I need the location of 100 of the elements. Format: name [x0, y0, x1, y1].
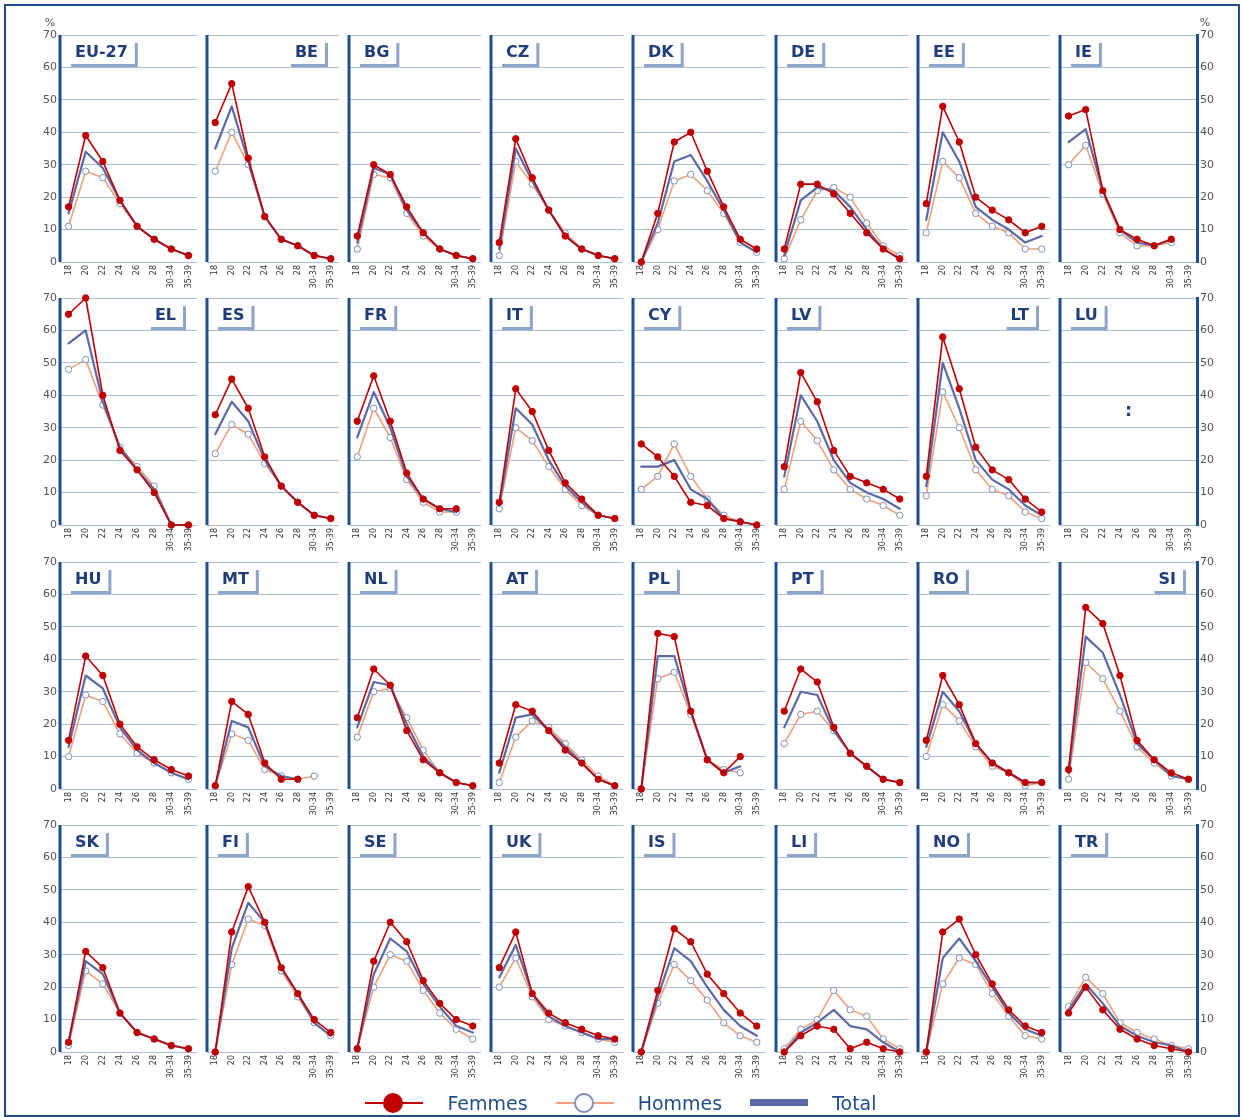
x-tick-label: 20 — [80, 265, 90, 276]
x-tick-label: 28 — [292, 528, 302, 539]
text: CZ — [506, 42, 530, 62]
y-tick-label: 50 — [1199, 92, 1214, 106]
x-tick-label: 35-39 — [894, 1054, 904, 1079]
x-tick-label: 20 — [511, 265, 521, 276]
x-tick-label: 18 — [352, 528, 362, 539]
x-tick-label: 30-34 — [451, 1054, 461, 1079]
y-tick-label: 50 — [43, 882, 57, 896]
x-tick-label: 22 — [243, 528, 253, 539]
text: ES — [222, 305, 245, 325]
y-tick-label: 40 — [43, 388, 57, 402]
x-tick-label: 28 — [1003, 528, 1013, 539]
x-tick-label: 22 — [243, 791, 253, 802]
x-tick-label: 22 — [385, 1054, 395, 1066]
x-tick-label: 22 — [527, 265, 537, 276]
x-tick-label: 24 — [828, 265, 838, 276]
x-tick-label: 20 — [653, 528, 663, 539]
x-tick-label: 24 — [115, 791, 125, 802]
x-tick-label: 20 — [226, 791, 236, 802]
annotation: : — [1124, 399, 1132, 421]
x-tick-label: 30-34 — [593, 265, 603, 289]
x-tick-label: 24 — [970, 265, 980, 276]
x-tick-label: 20 — [369, 1054, 379, 1066]
x-tick-label: 22 — [385, 791, 395, 802]
legend-label: Total — [832, 1092, 877, 1114]
y-tick-label: 60 — [1199, 850, 1214, 864]
x-tick-label: 28 — [149, 265, 159, 276]
x-tick-label: 28 — [149, 791, 159, 802]
x-tick-label: 26 — [986, 1054, 996, 1066]
x-tick-label: 35-39 — [1183, 1054, 1193, 1079]
x-tick-label: 35-39 — [468, 265, 478, 289]
text: LI — [790, 832, 807, 852]
x-tick-label: 24 — [544, 265, 554, 276]
x-tick-label: 24 — [259, 1054, 269, 1066]
y-tick-label: 60 — [43, 850, 57, 864]
x-tick-label: 18 — [778, 528, 788, 539]
y-tick-label: 10 — [1199, 222, 1214, 236]
text: EE — [932, 42, 955, 62]
y-tick-label: 10 — [43, 1012, 57, 1026]
text: SK — [75, 832, 100, 852]
x-tick-label: 30-34 — [735, 528, 745, 552]
y-tick-label: 70 — [43, 27, 57, 41]
y-tick-label: 20 — [43, 979, 57, 993]
x-tick-label: 22 — [669, 791, 679, 802]
x-tick-label: 20 — [937, 1054, 947, 1066]
y-tick-label: 10 — [1199, 485, 1214, 499]
x-tick-label: 28 — [1148, 791, 1158, 802]
text: EU-27 — [75, 42, 128, 62]
x-tick-label: 35-39 — [325, 265, 335, 289]
y-tick-label: 0 — [1199, 518, 1207, 532]
x-tick-label: 22 — [811, 791, 821, 802]
x-tick-label: 22 — [953, 791, 963, 802]
text: NO — [932, 832, 960, 852]
text: SI — [1158, 568, 1176, 588]
x-tick-label: 18 — [1063, 791, 1073, 802]
x-tick-label: 18 — [1063, 265, 1073, 276]
x-tick-label: 35-39 — [1183, 265, 1193, 289]
y-tick-label: 0 — [1199, 781, 1207, 795]
x-tick-label: 26 — [1131, 1054, 1141, 1066]
x-tick-label: 28 — [861, 791, 871, 802]
text: RO — [932, 568, 959, 588]
x-tick-label: 22 — [527, 528, 537, 539]
x-tick-label: 24 — [1114, 1054, 1124, 1066]
x-tick-label: 26 — [132, 265, 142, 276]
x-tick-label: 28 — [1148, 1054, 1158, 1066]
x-tick-label: 20 — [80, 528, 90, 539]
x-tick-label: 26 — [132, 528, 142, 539]
x-tick-label: 18 — [920, 1054, 930, 1066]
y-tick-label: 10 — [43, 222, 57, 236]
x-tick-label: 35-39 — [610, 791, 620, 815]
x-tick-label: 24 — [544, 791, 554, 802]
x-tick-label: 18 — [778, 265, 788, 276]
y-tick-label: 50 — [43, 619, 57, 633]
x-tick-label: 30-34 — [1019, 265, 1029, 289]
x-tick-label: 30-34 — [1019, 528, 1029, 552]
x-tick-label: 22 — [97, 791, 107, 802]
x-tick-label: 28 — [577, 528, 587, 539]
x-tick-label: 35-39 — [183, 1054, 193, 1079]
x-tick-label: 28 — [577, 265, 587, 276]
x-tick-label: 20 — [795, 791, 805, 802]
y-tick-label: 60 — [43, 323, 57, 337]
y-tick-label: 20 — [1199, 979, 1214, 993]
y-tick-label: 40 — [1199, 388, 1214, 402]
x-tick-label: 22 — [97, 265, 107, 276]
x-tick-label: 28 — [1148, 265, 1158, 276]
x-tick-label: 18 — [920, 791, 930, 802]
x-tick-label: 24 — [259, 791, 269, 802]
x-tick-label: 30-34 — [1166, 791, 1176, 815]
x-tick-label: 18 — [494, 791, 504, 802]
x-tick-label: 18 — [1063, 528, 1073, 539]
x-tick-label: 20 — [226, 528, 236, 539]
x-tick-label: 20 — [937, 528, 947, 539]
x-tick-label: 24 — [970, 791, 980, 802]
text: UK — [506, 832, 533, 852]
x-tick-label: 28 — [577, 791, 587, 802]
x-tick-label: 30-34 — [735, 265, 745, 289]
x-tick-label: 20 — [80, 1054, 90, 1066]
x-tick-label: 35-39 — [610, 1054, 620, 1079]
x-tick-label: 24 — [686, 791, 696, 802]
